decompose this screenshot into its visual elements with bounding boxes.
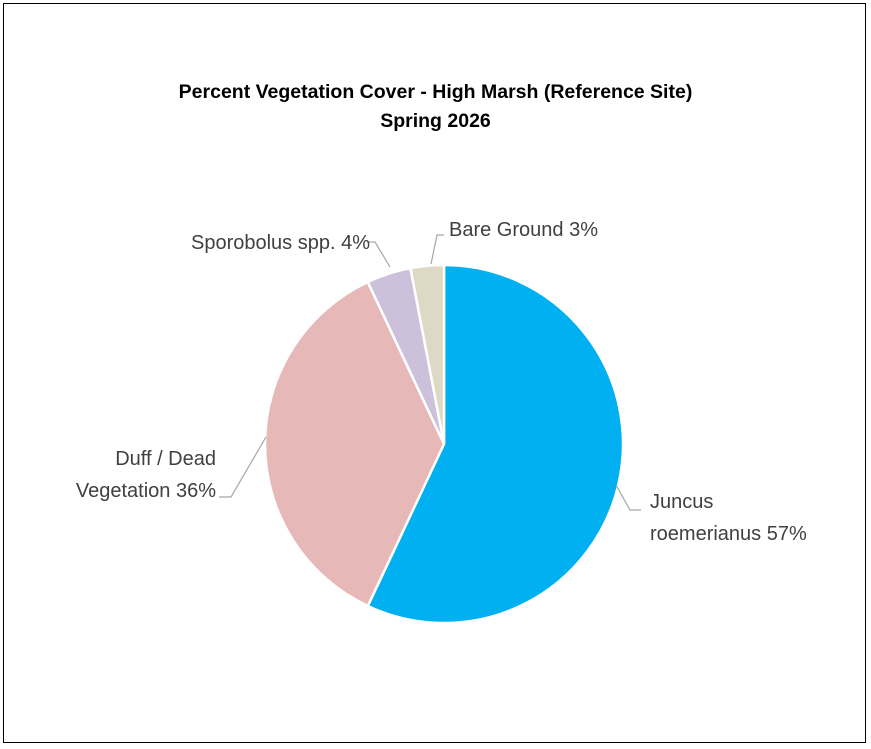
pie-slice-duff-dead-vegetation	[263, 280, 446, 608]
leader-line	[367, 241, 391, 268]
leader-lines	[219, 234, 641, 511]
data-label: Juncus roemerianus 57%	[650, 491, 807, 545]
pie-slice-juncus-roemerianus	[366, 263, 625, 625]
chart-subtitle: Spring 2026	[380, 110, 491, 132]
data-labels: Juncus roemerianus 57% Duff / Dead Vegetati…	[76, 219, 807, 545]
data-label: Bare Ground 3%	[449, 219, 598, 241]
chart-title: Percent Vegetation Cover - High Marsh (R…	[178, 81, 693, 103]
chart-title-block: Percent Vegetation Cover - High Marsh (R…	[0, 78, 871, 136]
leader-line	[430, 234, 444, 265]
pie-slice-bare-ground	[408, 263, 446, 445]
leader-line	[219, 436, 267, 498]
pie-slices	[263, 263, 625, 625]
data-label: Sporobolus spp. 4%	[191, 232, 370, 254]
data-label: Duff / Dead Vegetation 36%	[76, 448, 216, 502]
leader-line	[615, 484, 641, 511]
